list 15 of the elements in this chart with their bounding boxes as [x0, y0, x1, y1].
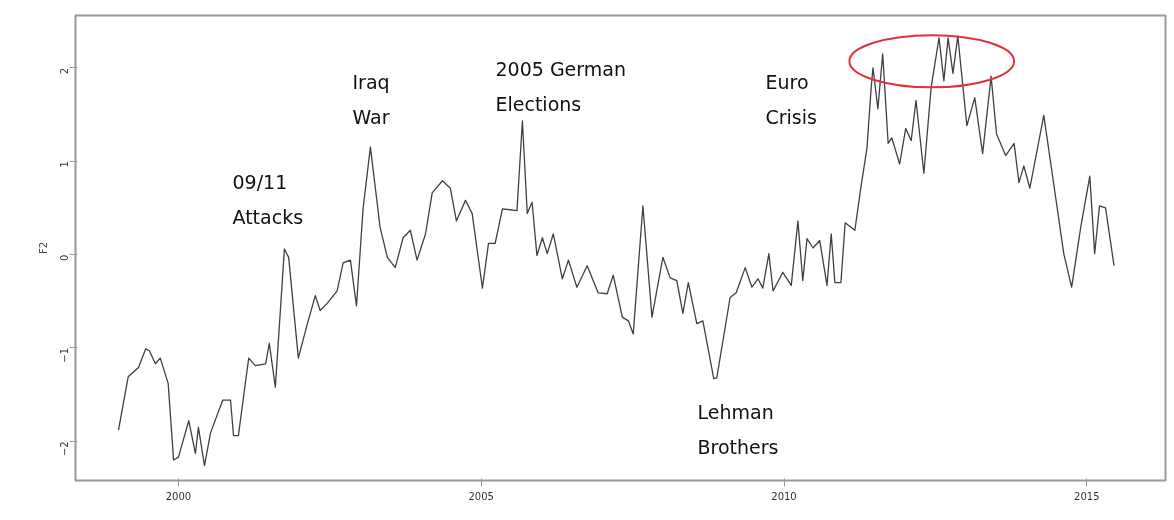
x-tick-label: 2015 — [1074, 490, 1100, 502]
y-tick-label: −1 — [59, 347, 71, 363]
y-tick-label: 2 — [59, 67, 71, 75]
y-axis-title: F2 — [37, 241, 49, 255]
y-tick-label: 1 — [59, 161, 71, 168]
annotation: Lehman Brothers — [697, 400, 779, 458]
annotation: Iraq War — [352, 70, 390, 128]
annotation: 09/11 Attacks — [232, 170, 304, 228]
y-tick-label: −2 — [59, 441, 71, 457]
x-tick-label: 2010 — [771, 490, 797, 502]
x-tick-label: 2000 — [165, 490, 192, 502]
y-tick-label: 0 — [59, 254, 71, 261]
annotation: 2005 German Elections — [495, 57, 626, 115]
x-tick-label: 2005 — [468, 490, 494, 502]
annotation: Euro Crisis — [765, 70, 817, 128]
